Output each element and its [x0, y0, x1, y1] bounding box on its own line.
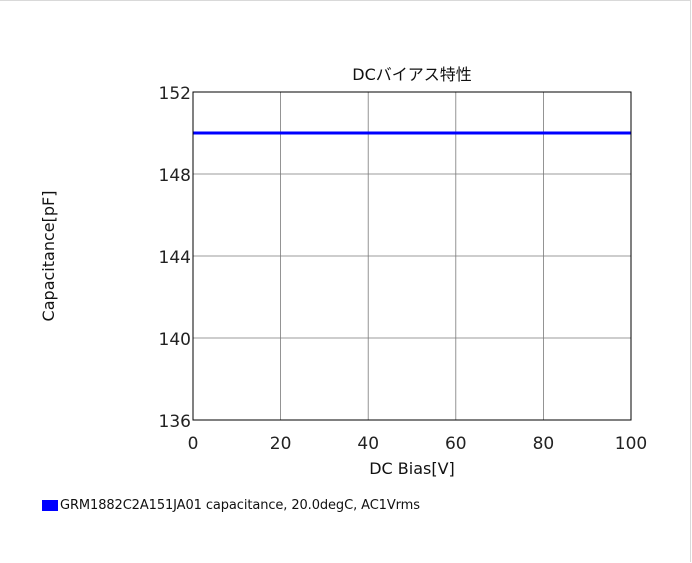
y-axis-label: Capacitance[pF]: [39, 191, 58, 322]
plot-area-border: [192, 91, 632, 421]
x-tick-label: 100: [615, 434, 647, 454]
x-tick-label: 80: [533, 434, 555, 454]
x-tick-label: 20: [270, 434, 292, 454]
legend-label: GRM1882C2A151JA01 capacitance, 20.0degC,…: [60, 498, 420, 513]
legend-swatch: [42, 500, 58, 511]
x-tick-label: 0: [188, 434, 199, 454]
y-tick-label: 140: [159, 330, 191, 350]
x-tick-label: 60: [445, 434, 467, 454]
x-tick-label: 40: [357, 434, 379, 454]
y-tick-label: 144: [159, 248, 191, 268]
legend: GRM1882C2A151JA01 capacitance, 20.0degC,…: [42, 498, 420, 513]
x-axis-label: DC Bias[V]: [369, 459, 455, 478]
y-tick-label: 148: [159, 166, 191, 186]
chart-title: DCバイアス特性: [352, 65, 472, 84]
y-tick-label: 152: [159, 84, 191, 104]
y-tick-label: 136: [159, 412, 191, 432]
